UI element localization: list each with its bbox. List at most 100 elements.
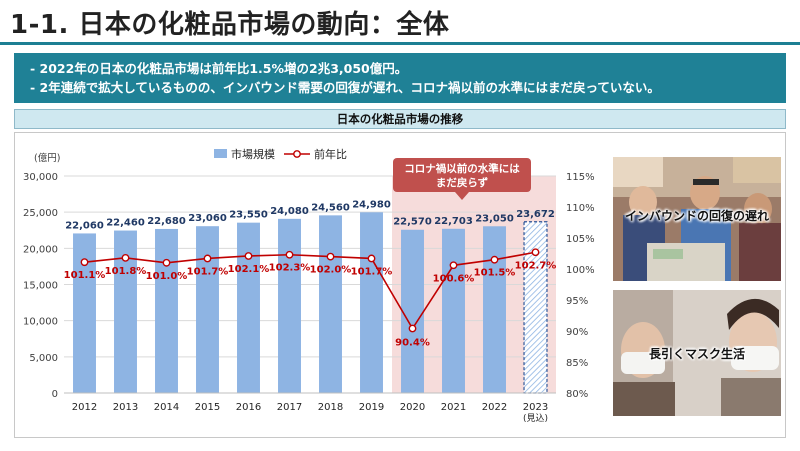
yoy-value-label: 90.4%	[395, 338, 430, 349]
title-underline	[0, 42, 800, 45]
x-tick-sublabel: (見込)	[523, 413, 548, 424]
y-right-tick-label: 80%	[566, 389, 588, 400]
y-right-tick-label: 85%	[566, 358, 588, 369]
chart-frame	[14, 132, 786, 438]
callout-text: コロナ禍以前の水準には	[404, 162, 520, 175]
yoy-point	[121, 253, 130, 262]
legend-bar-swatch	[214, 149, 227, 158]
yoy-value-label: 101.7%	[187, 266, 229, 277]
callout-box	[393, 158, 531, 192]
x-tick-label: 2015	[195, 402, 220, 413]
x-tick-label: 2017	[277, 402, 302, 413]
yoy-point	[162, 258, 171, 267]
bar-value-label: 24,080	[270, 206, 309, 217]
photo-tourists: インバウンドの回復の遅れ	[613, 157, 781, 281]
bar	[401, 229, 424, 393]
yoy-value-label: 101.8%	[105, 266, 147, 277]
bar	[114, 230, 137, 393]
bar-value-label: 24,560	[311, 202, 350, 213]
x-tick-label: 2013	[113, 402, 138, 413]
bar-value-label: 23,050	[475, 213, 514, 224]
legend-line-marker	[293, 150, 301, 158]
bar-value-label: 22,703	[434, 216, 473, 227]
y-right-tick-label: 105%	[566, 234, 595, 245]
legend-bar-label: 市場規模	[231, 147, 275, 161]
bar	[278, 218, 301, 393]
yoy-value-label: 101.0%	[146, 271, 188, 282]
bar-value-label: 22,680	[147, 216, 186, 227]
legend-line-label: 前年比	[314, 147, 347, 161]
bar-value-label: 23,550	[229, 210, 268, 221]
bar	[442, 228, 465, 393]
x-tick-label: 2016	[236, 402, 261, 413]
page-title: 1-1. 日本の化粧品市場の動向：全体	[10, 10, 450, 40]
summary-line-1: - 2022年の日本の化粧品市場は前年比1.5%増の2兆3,050億円。	[30, 61, 408, 76]
photo-caption-inbound: インバウンドの回復の遅れ	[624, 209, 769, 223]
photo-caption-mask: 長引くマスク生活	[648, 347, 745, 361]
x-tick-label: 2022	[482, 402, 507, 413]
yoy-point	[203, 254, 212, 263]
yoy-point	[449, 261, 458, 270]
y-left-tick-label: 5,000	[29, 353, 58, 364]
y-right-tick-label: 95%	[566, 296, 588, 307]
x-tick-label: 2019	[359, 402, 384, 413]
yoy-line	[84, 251, 536, 331]
yoy-point	[408, 324, 417, 333]
yoy-value-label: 102.3%	[269, 263, 311, 274]
summary-line-2: - 2年連続で拡大しているものの、インバウンド需要の回復が遅れ、コロナ禍以前の水…	[30, 80, 660, 95]
y-left-tick-label: 10,000	[23, 317, 58, 328]
x-tick-label: 2023	[523, 402, 548, 413]
bar	[360, 212, 383, 393]
bar-value-label: 23,672	[516, 209, 555, 220]
yoy-point	[367, 254, 376, 263]
bar-value-label: 24,980	[352, 199, 391, 210]
yoy-value-label: 102.1%	[228, 264, 270, 275]
section-title: 日本の化粧品市場の推移	[14, 109, 786, 129]
yoy-value-label: 102.0%	[310, 265, 352, 276]
yoy-value-label: 102.7%	[515, 260, 557, 271]
photo-mask: 長引くマスク生活	[613, 290, 781, 416]
y-left-tick-label: 25,000	[23, 208, 58, 219]
summary-box: - 2022年の日本の化粧品市場は前年比1.5%増の2兆3,050億円。 - 2…	[14, 53, 786, 103]
bar	[196, 226, 219, 393]
yoy-value-label: 101.1%	[64, 270, 106, 281]
yoy-value-label: 101.7%	[351, 266, 393, 277]
y-left-tick-label: 30,000	[23, 172, 58, 183]
yoy-point	[244, 252, 253, 260]
yoy-point	[490, 255, 499, 264]
callout-pointer	[455, 192, 469, 200]
x-tick-label: 2020	[400, 402, 425, 413]
y-left-tick-label: 15,000	[23, 281, 58, 292]
x-tick-label: 2012	[72, 402, 97, 413]
yoy-point	[80, 258, 89, 267]
bar	[319, 215, 342, 393]
yoy-point	[285, 250, 294, 259]
yoy-point	[326, 252, 335, 261]
bar-value-label: 22,460	[106, 218, 145, 229]
x-tick-label: 2014	[154, 402, 179, 413]
y-right-tick-label: 100%	[566, 265, 595, 276]
tourists-illustration	[613, 157, 781, 281]
y-left-tick-label: 0	[52, 389, 58, 400]
bar-value-label: 22,570	[393, 217, 432, 228]
y-right-tick-label: 90%	[566, 327, 588, 338]
yoy-value-label: 101.5%	[474, 268, 516, 279]
x-tick-label: 2018	[318, 402, 343, 413]
y-right-tick-label: 115%	[566, 172, 595, 183]
x-tick-label: 2021	[441, 402, 466, 413]
bar-value-label: 22,060	[65, 220, 104, 231]
y-left-tick-label: 20,000	[23, 244, 58, 255]
mask-illustration	[613, 290, 781, 416]
callout-text: まだ戻らず	[436, 176, 489, 189]
bar	[237, 222, 260, 393]
yoy-point	[531, 248, 540, 257]
y-right-tick-label: 110%	[566, 203, 595, 214]
bar	[73, 233, 96, 393]
y-left-unit: (億円)	[34, 152, 60, 164]
bar	[483, 226, 506, 393]
yoy-value-label: 100.6%	[433, 273, 475, 284]
bar	[523, 221, 548, 394]
bar-value-label: 23,060	[188, 213, 227, 224]
bar	[155, 228, 178, 393]
